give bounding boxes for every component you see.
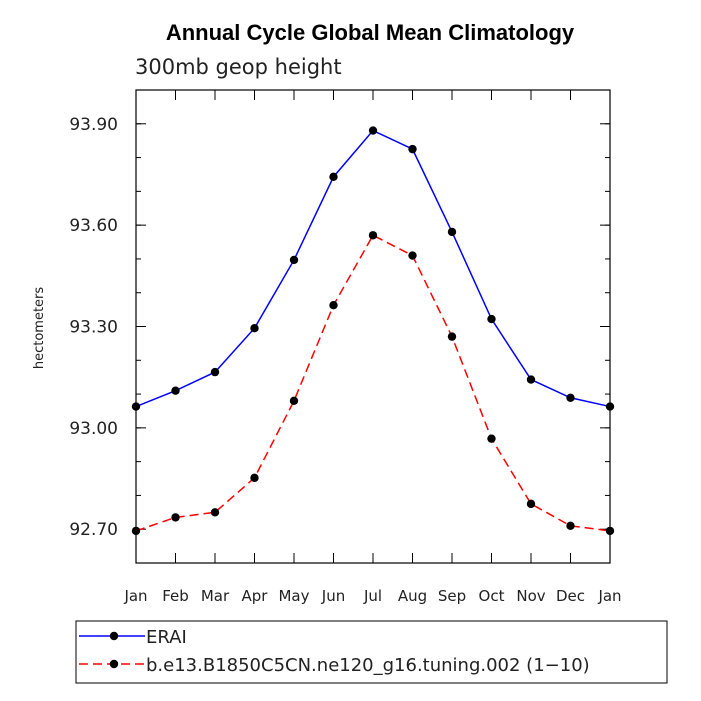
x-tick-label: Jan: [597, 587, 621, 605]
legend-label: b.e13.B1850C5CN.ne120_g16.tuning.002 (1−…: [146, 655, 590, 676]
data-point: [447, 227, 457, 237]
data-point: [131, 526, 141, 536]
axes: 93.90 93.60 93.30 93.00 92.70 Jan Feb Mar Apr May…: [69, 89, 622, 605]
data-point: [408, 251, 417, 260]
data-point: [526, 375, 536, 384]
data-point: [171, 513, 180, 522]
data-point: [210, 508, 220, 517]
legend: ERAI b.e13.B1850C5CN.ne120_g16.tuning.002…: [79, 627, 590, 676]
data-point: [368, 126, 378, 135]
x-tick-label: Aug: [398, 587, 427, 605]
x-tick-label: Sep: [438, 587, 466, 605]
legend-box: [75, 620, 668, 684]
y-tick-label: 92.70: [69, 520, 118, 540]
data-point: [487, 314, 496, 324]
data-point: [289, 255, 299, 265]
data-point: [447, 332, 457, 341]
data-point: [131, 402, 141, 411]
legend-marker: [109, 659, 119, 669]
data-point: [605, 402, 615, 411]
legend-label: ERAI: [146, 627, 187, 648]
series-line: [135, 129, 611, 408]
data-point: [368, 231, 378, 240]
x-tick-label: Jun: [321, 587, 345, 605]
data-point: [566, 393, 575, 402]
x-tick-label: Jan: [123, 587, 147, 605]
chart-title: Annual Cycle Global Mean Climatology: [166, 20, 575, 45]
y-tick-label: 93.90: [69, 115, 118, 135]
legend-marker: [109, 631, 119, 641]
data-point: [605, 526, 615, 536]
data-point: [329, 172, 338, 182]
x-tick-label: Feb: [162, 587, 189, 605]
data-point: [250, 323, 259, 333]
data-point: [250, 473, 259, 483]
data-point: [210, 367, 220, 377]
y-tick-label: 93.00: [69, 419, 118, 439]
x-tick-label: May: [278, 587, 309, 605]
plot-frame: [135, 89, 611, 564]
y-tick-label: 93.30: [69, 318, 118, 338]
x-tick-label: Mar: [201, 587, 230, 605]
x-tick-label: Jul: [363, 587, 382, 605]
chart-subtitle: 300mb geop height: [135, 55, 342, 79]
data-point: [329, 301, 338, 310]
x-tick-label: Nov: [516, 587, 545, 605]
series-layer: [131, 126, 615, 536]
data-point: [566, 521, 575, 531]
x-tick-label: Apr: [242, 587, 269, 605]
y-tick-label: 93.60: [69, 216, 118, 236]
data-point: [289, 396, 299, 406]
data-point: [408, 144, 417, 154]
y-axis-label: hectometers: [32, 287, 47, 370]
data-point: [171, 386, 180, 395]
x-tick-label: Dec: [556, 587, 585, 605]
data-point: [487, 434, 496, 443]
data-point: [526, 499, 536, 509]
x-tick-label: Oct: [479, 587, 505, 605]
